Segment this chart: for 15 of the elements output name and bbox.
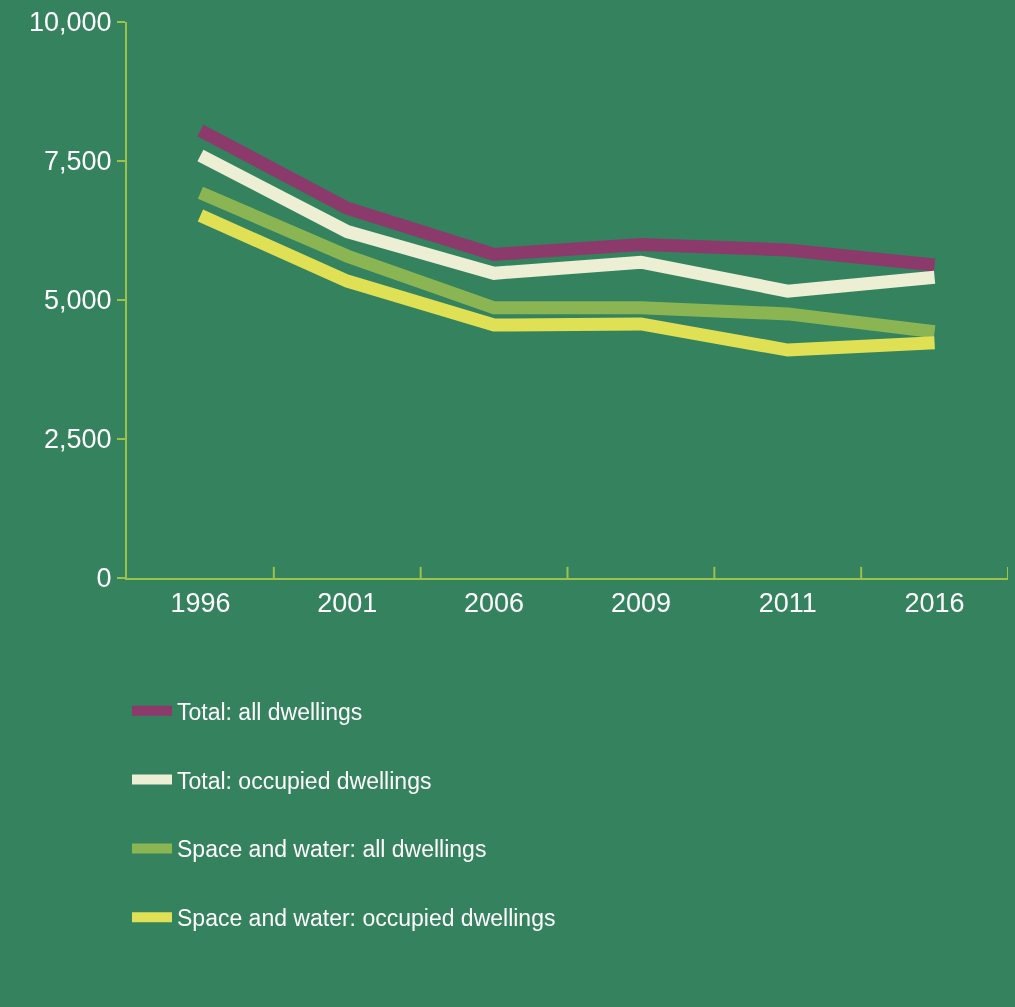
x-tick-label: 2009: [610, 588, 671, 619]
x-tick-label: 2011: [758, 588, 817, 619]
x-tick-label: 1996: [170, 588, 231, 619]
y-tick-label: 7,500: [44, 146, 112, 177]
y-tick-label: 10,000: [29, 7, 112, 38]
legend-label: Total: occupied dwellings: [177, 767, 432, 794]
y-tick-label: 0: [96, 563, 112, 594]
y-tick-label: 5,000: [44, 285, 112, 316]
legend-label: Total: all dwellings: [177, 698, 363, 725]
x-tick-label: 2001: [317, 588, 378, 619]
legend-label: Space and water: all dwellings: [177, 836, 487, 863]
legend-label: Space and water: occupied dwellings: [177, 905, 556, 932]
x-tick-label: 2006: [464, 588, 525, 619]
y-tick-label: 2,500: [44, 424, 112, 455]
x-tick-label: 2016: [904, 588, 965, 619]
